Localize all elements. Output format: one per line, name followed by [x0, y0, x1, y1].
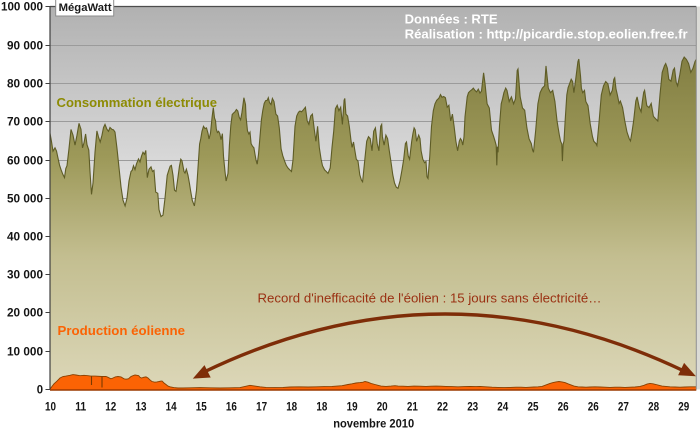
svg-text:11: 11 — [75, 400, 86, 414]
svg-text:Production éolienne: Production éolienne — [58, 323, 186, 338]
svg-text:10 000: 10 000 — [7, 345, 43, 359]
svg-text:Consommation électrique: Consommation électrique — [57, 95, 217, 110]
svg-text:14: 14 — [166, 400, 177, 414]
svg-text:20: 20 — [377, 400, 388, 414]
svg-text:MégaWatt: MégaWatt — [59, 2, 112, 14]
svg-text:100 000: 100 000 — [1, 0, 43, 14]
svg-text:80 000: 80 000 — [7, 77, 43, 91]
svg-text:18: 18 — [316, 400, 327, 414]
svg-text:90 000: 90 000 — [7, 39, 43, 53]
svg-text:28: 28 — [648, 400, 659, 414]
svg-text:30 000: 30 000 — [7, 268, 43, 282]
svg-text:Réalisation : http://picardie.: Réalisation : http://picardie.stop.eolie… — [405, 26, 688, 41]
svg-text:22: 22 — [437, 400, 448, 414]
svg-text:Données : RTE: Données : RTE — [405, 11, 498, 26]
svg-text:0: 0 — [37, 383, 44, 397]
svg-text:70 000: 70 000 — [7, 115, 43, 129]
svg-text:27: 27 — [618, 400, 629, 414]
svg-text:24: 24 — [497, 400, 508, 414]
svg-text:15: 15 — [196, 400, 207, 414]
svg-text:16: 16 — [226, 400, 237, 414]
svg-text:29: 29 — [678, 400, 689, 414]
svg-text:12: 12 — [105, 400, 116, 414]
svg-text:40 000: 40 000 — [7, 230, 43, 244]
svg-text:13: 13 — [136, 400, 147, 414]
svg-text:Record d'inefficacité de l'éol: Record d'inefficacité de l'éolien : 15 j… — [258, 290, 602, 305]
svg-text:20 000: 20 000 — [7, 306, 43, 320]
svg-text:60 000: 60 000 — [7, 154, 43, 168]
svg-text:novembre 2010: novembre 2010 — [333, 417, 414, 431]
svg-text:26: 26 — [588, 400, 599, 414]
svg-text:10: 10 — [45, 400, 56, 414]
svg-text:26: 26 — [558, 400, 569, 414]
svg-text:18: 18 — [286, 400, 297, 414]
svg-text:21: 21 — [407, 400, 418, 414]
svg-text:19: 19 — [347, 400, 358, 414]
svg-text:23: 23 — [467, 400, 478, 414]
svg-text:50 000: 50 000 — [7, 192, 43, 206]
svg-text:17: 17 — [256, 400, 267, 414]
svg-text:25: 25 — [528, 400, 539, 414]
